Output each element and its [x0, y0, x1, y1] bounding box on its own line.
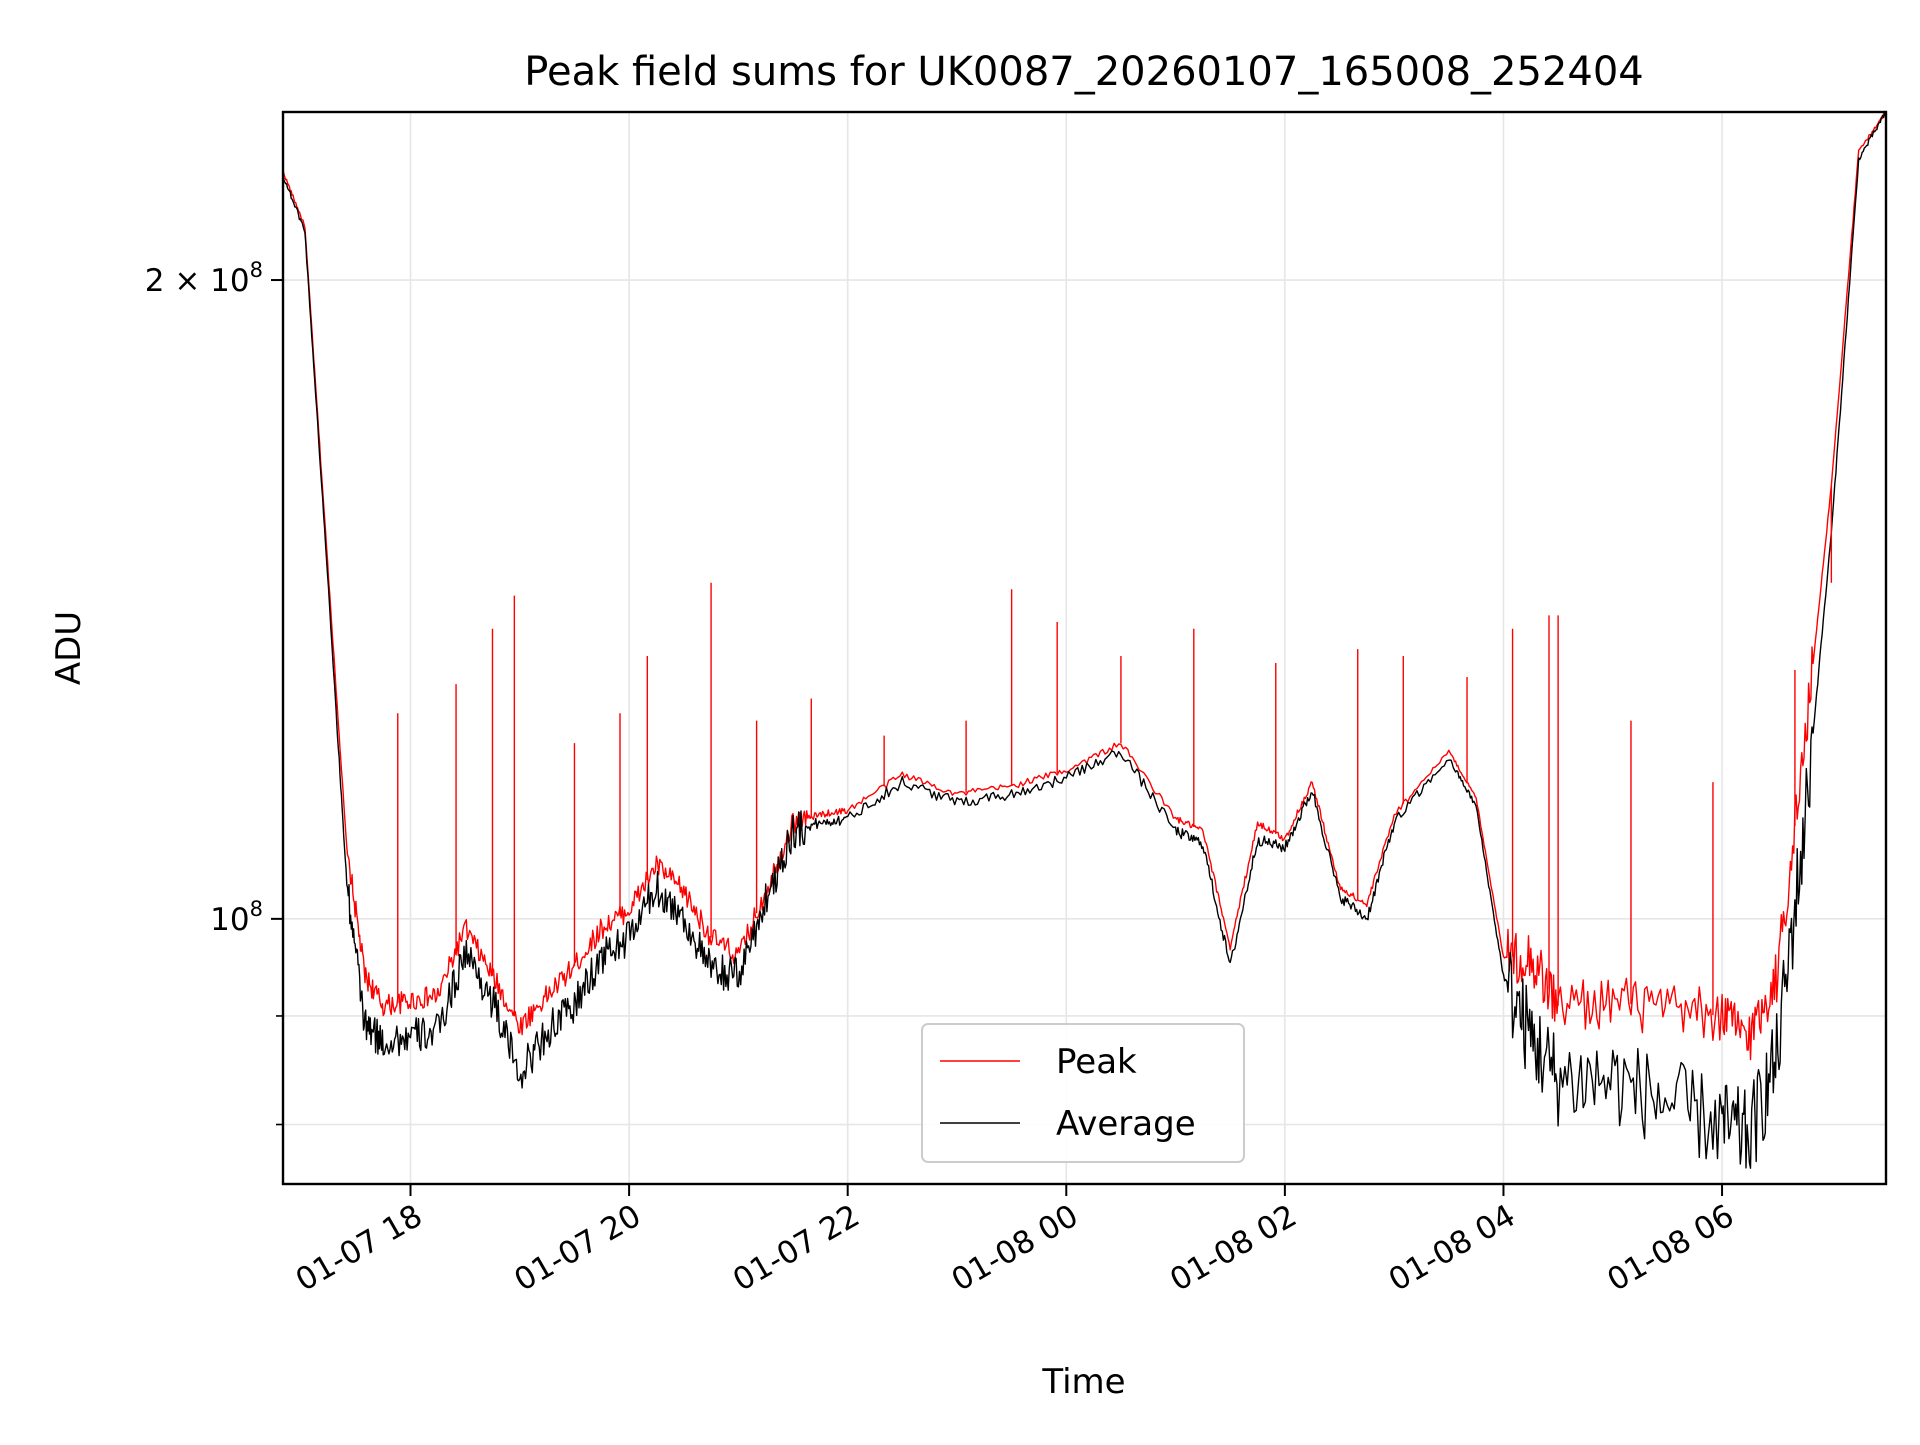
legend-label-peak: Peak	[1056, 1042, 1137, 1082]
legend: Peak Average	[921, 1023, 1245, 1163]
legend-box	[921, 1023, 1245, 1163]
legend-label-average: Average	[1056, 1104, 1196, 1144]
y-tick-label: 2 × 108	[145, 258, 263, 299]
series-line-average	[282, 110, 1887, 1169]
y-tick-label: 108	[210, 897, 263, 938]
plot-frame	[281, 110, 1888, 1186]
y-axis-label: ADU	[49, 611, 89, 685]
chart-title: Peak field sums for UK0087_20260107_1650…	[524, 49, 1643, 95]
grid	[283, 112, 1886, 1184]
x-axis-label: Time	[1041, 1362, 1125, 1402]
y-axis: 108 2 × 108	[145, 258, 283, 1126]
plot-area	[282, 110, 1887, 1169]
